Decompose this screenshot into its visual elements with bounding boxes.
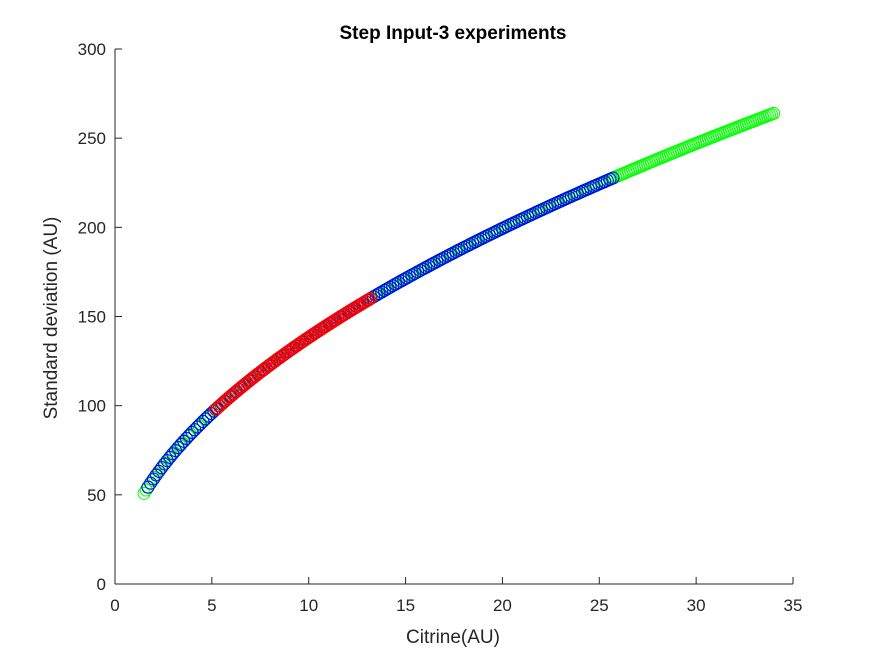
x-tick-label: 10 — [299, 596, 318, 615]
axes: 0 5 10 15 20 25 30 35 0 50 100 150 200 250 300 — [78, 40, 803, 615]
data-point — [565, 189, 579, 203]
data-point — [139, 483, 153, 497]
data-point — [554, 194, 568, 208]
y-tick-label: 0 — [97, 575, 106, 594]
series-1 — [141, 171, 620, 494]
data-point — [362, 292, 376, 306]
data-markers — [137, 106, 781, 500]
chart-title: Step Input-3 experiments — [340, 23, 567, 44]
x-tick-label: 25 — [590, 596, 609, 615]
y-tick-label: 200 — [78, 218, 106, 237]
data-point — [137, 486, 151, 500]
data-point — [360, 294, 374, 308]
data-point — [767, 106, 781, 120]
x-axis-label: Citrine(AU) — [406, 627, 500, 648]
series-2 — [209, 291, 378, 416]
y-axis-label: Standard deviation (AU) — [41, 217, 62, 420]
data-point — [606, 171, 620, 185]
y-tick-label: 250 — [78, 129, 106, 148]
data-point — [540, 200, 554, 214]
x-tick-label: 20 — [493, 596, 512, 615]
series-0 — [137, 106, 781, 500]
y-tick-label: 50 — [87, 486, 106, 505]
data-point — [562, 190, 576, 204]
y-tick-label: 100 — [78, 397, 106, 416]
data-point — [545, 198, 559, 212]
x-tick-label: 0 — [110, 596, 119, 615]
data-point — [567, 188, 581, 202]
x-tick-label: 35 — [784, 596, 803, 615]
data-point — [556, 193, 570, 207]
y-tick-label: 150 — [78, 308, 106, 327]
data-point — [548, 197, 562, 211]
data-point — [559, 192, 573, 206]
x-tick-label: 15 — [396, 596, 415, 615]
x-tick-label: 30 — [687, 596, 706, 615]
data-point — [570, 187, 584, 201]
y-tick-label: 300 — [78, 40, 106, 59]
x-tick-label: 5 — [207, 596, 216, 615]
data-point — [551, 195, 565, 209]
data-point — [543, 199, 557, 213]
data-point — [364, 291, 378, 305]
